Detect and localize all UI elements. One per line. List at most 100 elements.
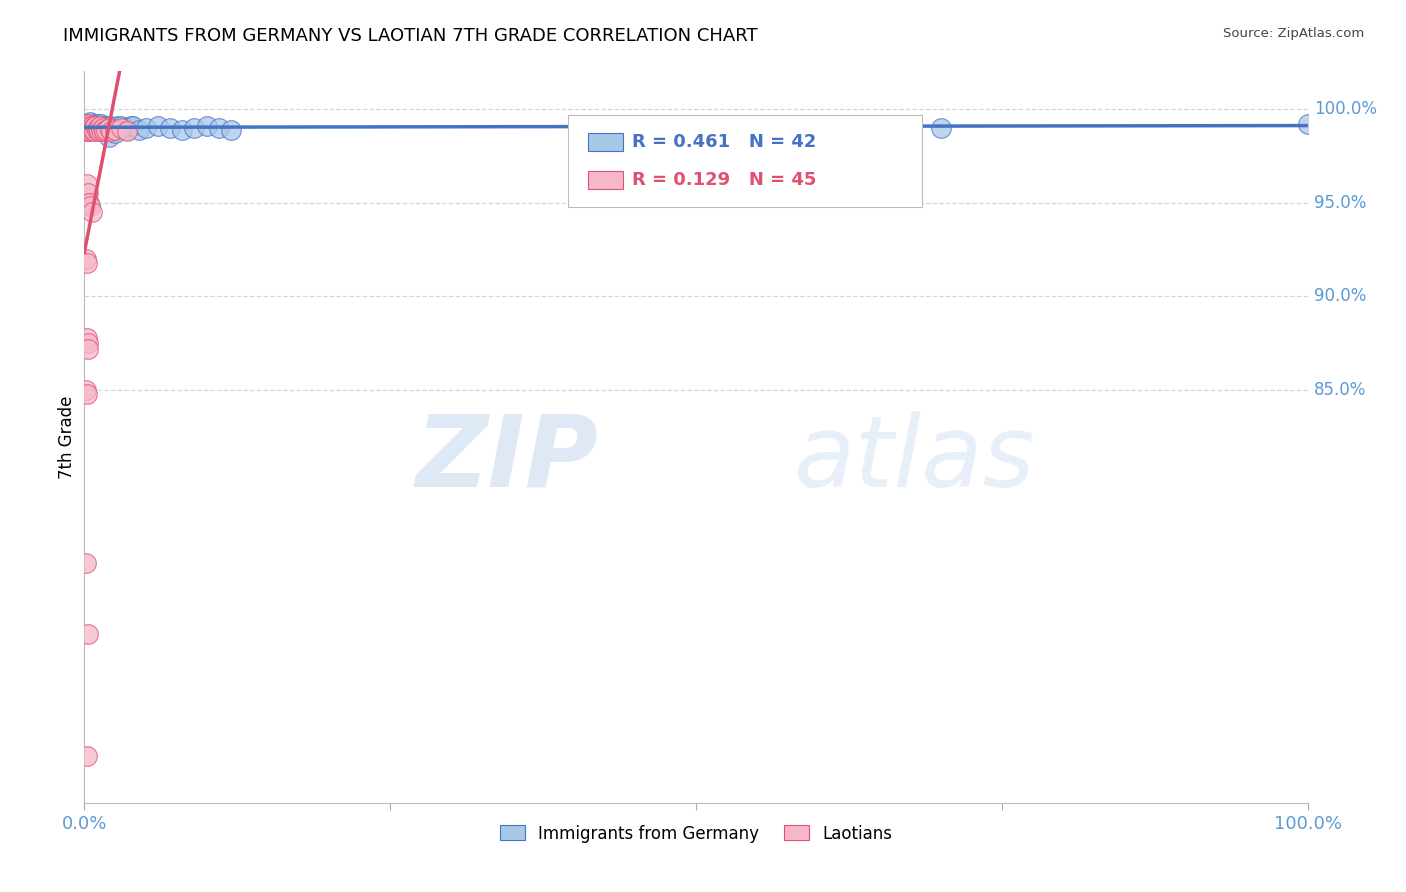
Text: 90.0%: 90.0%	[1313, 287, 1367, 305]
Y-axis label: 7th Grade: 7th Grade	[58, 395, 76, 479]
Point	[86, 119, 108, 133]
Point	[77, 119, 100, 133]
Point	[183, 120, 205, 135]
Point	[82, 119, 104, 133]
Point	[79, 124, 101, 138]
Point	[89, 119, 111, 133]
Point	[82, 120, 104, 135]
Point	[76, 120, 98, 135]
Point	[89, 119, 111, 133]
Point	[86, 124, 108, 138]
Point	[77, 120, 100, 135]
Point	[80, 120, 103, 135]
Point	[77, 124, 100, 138]
Point	[76, 331, 98, 345]
Point	[83, 117, 105, 131]
Point	[77, 342, 100, 356]
Point	[146, 119, 169, 133]
Point	[97, 130, 120, 145]
Point	[75, 122, 97, 136]
Point	[87, 124, 110, 138]
Point	[86, 122, 108, 136]
Point	[90, 117, 112, 131]
Point	[75, 556, 97, 570]
Text: 85.0%: 85.0%	[1313, 381, 1367, 400]
Text: ZIP: ZIP	[415, 410, 598, 508]
Point	[77, 117, 100, 131]
Point	[929, 120, 952, 135]
Point	[208, 120, 231, 135]
Point	[76, 387, 98, 401]
Point	[77, 336, 100, 351]
Point	[98, 119, 121, 133]
Bar	[588, 133, 623, 152]
Point	[77, 119, 100, 133]
Point	[219, 122, 242, 136]
Text: 95.0%: 95.0%	[1313, 194, 1367, 211]
Point	[76, 124, 98, 138]
Point	[76, 117, 98, 131]
Point	[80, 122, 103, 136]
Point	[84, 120, 107, 135]
Point	[120, 119, 142, 133]
Point	[75, 252, 97, 266]
Text: atlas: atlas	[794, 410, 1035, 508]
Point	[97, 120, 120, 135]
Point	[172, 122, 194, 136]
FancyBboxPatch shape	[568, 115, 922, 207]
Point	[94, 122, 117, 136]
Point	[100, 122, 122, 136]
Point	[110, 120, 132, 135]
Point	[87, 120, 110, 135]
Point	[104, 122, 127, 136]
Point	[104, 126, 127, 140]
Text: R = 0.461   N = 42: R = 0.461 N = 42	[633, 133, 817, 151]
Point	[90, 122, 112, 136]
Point	[87, 117, 110, 131]
Point	[79, 115, 101, 129]
Point	[75, 383, 97, 397]
Point	[101, 120, 124, 135]
Point	[80, 119, 103, 133]
Point	[128, 122, 150, 136]
Point	[96, 119, 118, 133]
Point	[115, 122, 138, 136]
Point	[91, 120, 114, 135]
Point	[115, 124, 138, 138]
Point	[159, 120, 181, 135]
Point	[1296, 117, 1319, 131]
Point	[122, 119, 145, 133]
Bar	[588, 170, 623, 189]
Point	[135, 120, 157, 135]
Text: 100.0%: 100.0%	[1313, 100, 1376, 118]
Point	[77, 627, 100, 641]
Text: R = 0.129   N = 45: R = 0.129 N = 45	[633, 171, 817, 189]
Text: IMMIGRANTS FROM GERMANY VS LAOTIAN 7TH GRADE CORRELATION CHART: IMMIGRANTS FROM GERMANY VS LAOTIAN 7TH G…	[63, 27, 758, 45]
Point	[75, 120, 97, 135]
Point	[87, 120, 110, 135]
Point	[96, 122, 118, 136]
Text: Source: ZipAtlas.com: Source: ZipAtlas.com	[1223, 27, 1364, 40]
Point	[76, 117, 98, 131]
Point	[76, 748, 98, 763]
Point	[80, 205, 103, 219]
Point	[97, 120, 120, 135]
Point	[75, 119, 97, 133]
Point	[79, 120, 101, 135]
Legend: Immigrants from Germany, Laotians: Immigrants from Germany, Laotians	[494, 818, 898, 849]
Point	[110, 119, 132, 133]
Point	[84, 119, 107, 133]
Point	[93, 119, 115, 133]
Point	[79, 199, 101, 213]
Point	[83, 124, 105, 138]
Point	[195, 119, 218, 133]
Point	[77, 120, 100, 135]
Point	[100, 124, 122, 138]
Point	[76, 177, 98, 191]
Point	[112, 120, 135, 135]
Point	[91, 120, 114, 135]
Point	[77, 122, 100, 136]
Point	[77, 195, 100, 210]
Point	[93, 124, 115, 138]
Point	[76, 255, 98, 269]
